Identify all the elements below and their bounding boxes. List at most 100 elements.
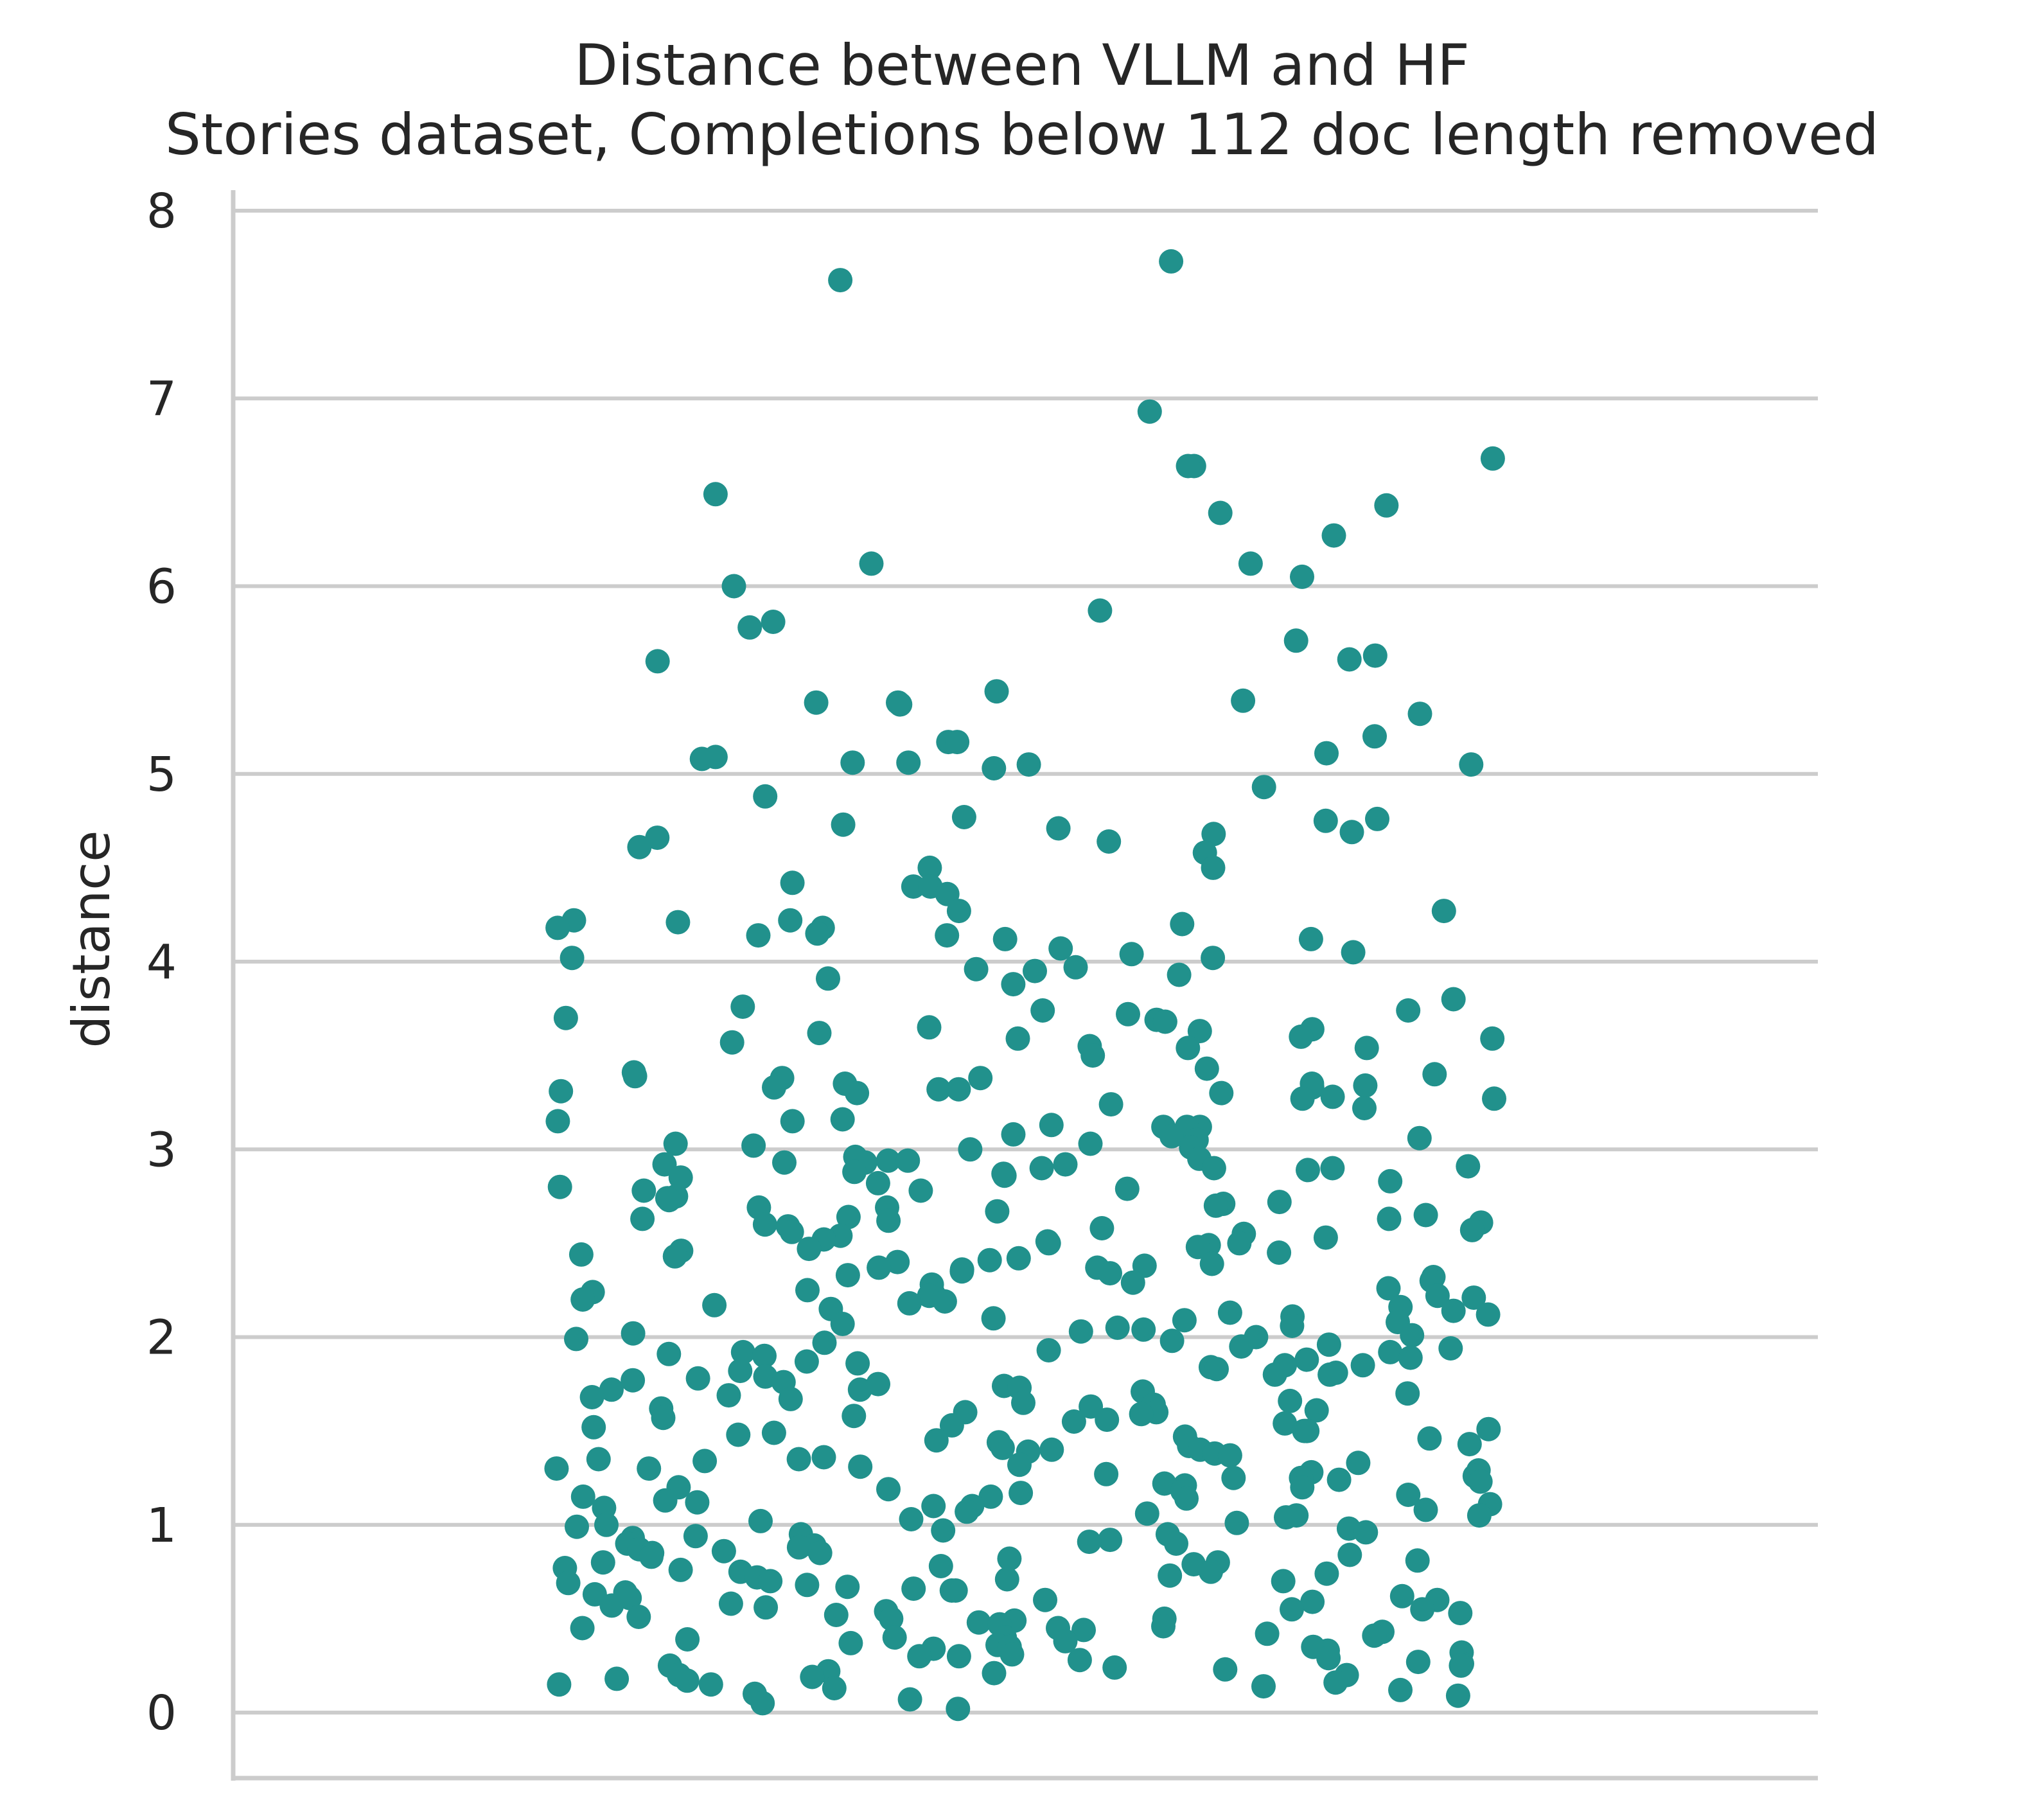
data-point-369 (807, 1540, 833, 1565)
data-point-93 (1289, 1024, 1314, 1049)
data-point-241 (1316, 1332, 1341, 1357)
data-point-349 (748, 1508, 773, 1533)
data-point-95 (1005, 1026, 1030, 1051)
data-point-48 (1097, 829, 1122, 854)
data-point-456 (1388, 1677, 1413, 1702)
data-point-76 (964, 956, 989, 982)
data-point-158 (1115, 1176, 1140, 1201)
y-axis-label: distance (62, 831, 121, 1048)
data-point-313 (1007, 1452, 1032, 1477)
data-point-443 (1213, 1657, 1238, 1682)
data-point-198 (1199, 1251, 1224, 1276)
data-point-189 (1185, 1235, 1210, 1260)
data-point-112 (926, 1077, 951, 1102)
data-point-401 (718, 1591, 743, 1616)
data-point-268 (599, 1377, 624, 1402)
data-point-133 (663, 1131, 688, 1156)
y-tick-label-2: 2 (146, 1310, 177, 1366)
y-tick-label-1: 1 (146, 1498, 177, 1553)
data-point-231 (1280, 1314, 1305, 1338)
data-point-217 (570, 1287, 595, 1312)
data-point-49 (627, 834, 652, 860)
data-point-400 (1300, 1589, 1325, 1614)
data-point-155 (1378, 1168, 1403, 1194)
data-point-460 (750, 1691, 775, 1716)
data-point-275 (1278, 1388, 1303, 1413)
data-point-308 (811, 1445, 836, 1470)
data-point-203 (949, 1259, 974, 1284)
y-tick-label-3: 3 (146, 1122, 177, 1177)
data-point-220 (702, 1292, 727, 1318)
data-point-142 (772, 1150, 797, 1175)
data-point-52 (1201, 855, 1226, 880)
data-point-251 (794, 1349, 819, 1374)
data-point-245 (1378, 1339, 1403, 1364)
data-point-10 (1238, 551, 1263, 576)
data-point-367 (711, 1538, 736, 1564)
data-point-74 (559, 946, 585, 971)
data-point-272 (716, 1383, 741, 1408)
data-point-360 (1098, 1528, 1123, 1553)
data-point-8 (1208, 500, 1233, 525)
data-point-379 (668, 1557, 693, 1582)
data-point-54 (901, 874, 926, 899)
data-point-382 (1314, 1561, 1339, 1586)
data-point-32 (689, 746, 714, 771)
data-point-40 (951, 805, 976, 829)
data-point-61 (665, 910, 691, 935)
data-point-106 (968, 1066, 993, 1091)
data-point-345 (1467, 1503, 1492, 1528)
data-point-436 (1316, 1646, 1341, 1671)
data-point-385 (994, 1567, 1019, 1592)
data-point-71 (1341, 940, 1366, 965)
data-point-298 (924, 1428, 949, 1453)
data-point-323 (1326, 1467, 1352, 1492)
data-point-210 (1376, 1276, 1401, 1301)
data-point-294 (761, 1420, 786, 1445)
data-point-391 (901, 1576, 926, 1601)
data-point-173 (1377, 1206, 1402, 1231)
data-point-21 (984, 679, 1009, 704)
data-point-153 (992, 1163, 1017, 1188)
data-point-171 (836, 1204, 861, 1230)
data-point-276 (1011, 1390, 1035, 1415)
data-point-284 (841, 1404, 867, 1429)
data-point-290 (581, 1415, 606, 1440)
data-point-252 (845, 1351, 870, 1376)
data-point-293 (1295, 1418, 1320, 1443)
data-point-248 (752, 1343, 777, 1368)
data-point-208 (1120, 1270, 1145, 1295)
data-point-99 (1354, 1036, 1379, 1061)
data-point-225 (1476, 1302, 1501, 1327)
data-point-70 (1048, 936, 1073, 961)
data-point-129 (1001, 1122, 1026, 1147)
data-point-104 (622, 1064, 648, 1089)
data-point-233 (1131, 1317, 1156, 1342)
data-point-235 (621, 1321, 646, 1346)
chart-title: Distance between VLLM and HF (574, 32, 1470, 98)
data-point-39 (753, 784, 778, 809)
y-tick-label-7: 7 (146, 371, 177, 427)
data-point-453 (547, 1672, 572, 1697)
data-point-63 (545, 915, 570, 940)
data-point-335 (1174, 1486, 1199, 1511)
data-point-285 (651, 1406, 676, 1431)
data-point-440 (1449, 1653, 1474, 1678)
data-point-302 (990, 1435, 1015, 1460)
data-point-176 (752, 1212, 777, 1237)
data-point-119 (1482, 1086, 1506, 1111)
data-point-116 (1209, 1080, 1234, 1106)
data-point-16 (737, 615, 762, 640)
data-point-224 (1217, 1300, 1242, 1325)
y-tick-label-0: 0 (146, 1686, 177, 1741)
data-point-9 (1321, 523, 1346, 548)
data-point-256 (1204, 1357, 1229, 1382)
data-point-373 (1405, 1548, 1430, 1573)
data-point-240 (812, 1330, 837, 1355)
data-point-283 (1129, 1402, 1154, 1427)
data-point-334 (570, 1484, 595, 1509)
data-point-445 (982, 1661, 1007, 1686)
data-point-332 (1396, 1483, 1421, 1507)
data-point-150 (1296, 1158, 1320, 1183)
